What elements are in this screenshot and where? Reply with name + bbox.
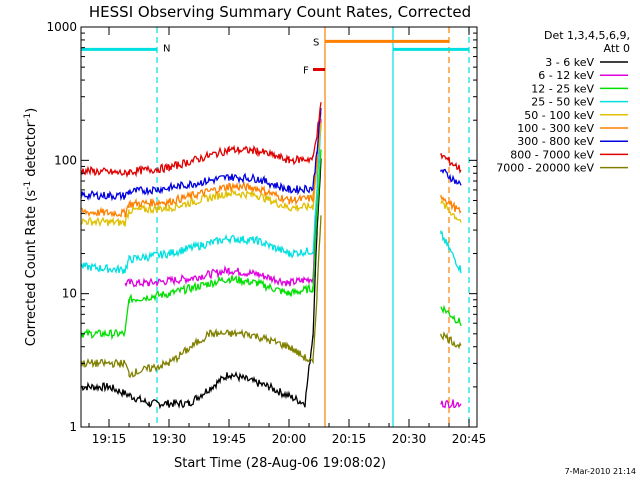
legend-header-line1: Det 1,3,4,5,6,9,	[544, 29, 630, 42]
x-tick-label-1: 19:15	[92, 432, 127, 446]
x-tick-label-5: 20:15	[332, 432, 367, 446]
series-line-7	[80, 108, 462, 202]
axis-ticks: 19:15 19:30 19:45 20:00 20:15 20:30 20:45 1 10 10…	[46, 20, 486, 446]
y-tick-label-1: 1	[69, 420, 77, 434]
y-axis-label-mid: detector	[24, 121, 39, 181]
x-tick-label-7: 20:45	[452, 432, 487, 446]
flag-label-3: S	[313, 37, 319, 48]
y-axis-label-sup2: -1	[23, 113, 33, 122]
legend-label-9: 7000 - 20000 keV	[496, 162, 594, 175]
legend-label-8: 800 - 7000 keV	[510, 148, 594, 161]
y-axis-label-end: )	[24, 108, 39, 113]
series-line-6	[80, 112, 462, 218]
y-axis-label-sup1: -1	[23, 181, 33, 190]
x-axis-label: Start Time (28-Aug-06 19:08:02)	[174, 456, 386, 471]
series-line-8	[80, 102, 462, 179]
legend-label-5: 50 - 100 keV	[524, 109, 594, 122]
series-line-3	[80, 149, 462, 341]
plot-frame	[80, 26, 478, 428]
y-tick-label-4: 1000	[46, 20, 77, 34]
legend-label-2: 6 - 12 keV	[538, 69, 594, 82]
x-tick-label-4: 20:00	[272, 432, 307, 446]
y-tick-label-3: 100	[54, 153, 77, 167]
x-tick-label-2: 19:30	[152, 432, 187, 446]
series-line-5	[80, 123, 462, 228]
series-line-4	[80, 124, 462, 274]
date-stamp: 7-Mar-2010 21:14	[565, 467, 636, 476]
flag-label-4: F	[303, 66, 309, 77]
legend-label-6: 100 - 300 keV	[517, 122, 594, 135]
legend-label-7: 300 - 800 keV	[517, 135, 594, 148]
flag-label-1: N	[163, 43, 170, 54]
series-line-1	[80, 158, 322, 410]
legend-header-line2: Att 0	[604, 42, 630, 55]
plot-area: N S F	[80, 27, 470, 427]
x-tick-label-6: 20:30	[392, 432, 427, 446]
chart-title: HESSI Observing Summary Count Rates, Cor…	[89, 3, 471, 21]
series-line-2	[124, 119, 462, 409]
legend-label-3: 12 - 25 keV	[531, 82, 594, 95]
legend-label-4: 25 - 50 keV	[531, 96, 594, 109]
y-axis-label-main: Corrected Count Rate (s	[24, 190, 39, 347]
series-line-9	[80, 215, 462, 379]
y-tick-label-2: 10	[62, 287, 77, 301]
legend-label-1: 3 - 6 keV	[545, 56, 594, 69]
y-axis-label: Corrected Count Rate (s-1 detector-1)	[23, 108, 39, 346]
x-tick-label-3: 19:45	[212, 432, 247, 446]
